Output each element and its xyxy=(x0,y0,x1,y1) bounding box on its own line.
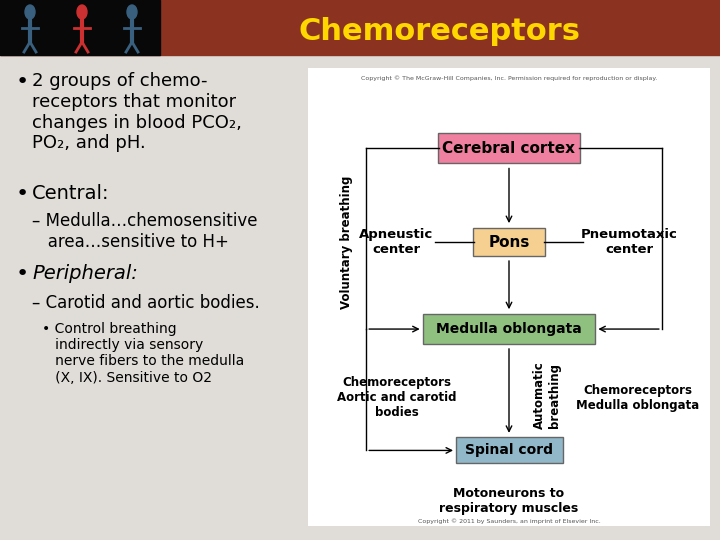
FancyBboxPatch shape xyxy=(438,133,580,163)
Text: Medulla oblongata: Medulla oblongata xyxy=(436,322,582,336)
Text: Copyright © 2011 by Saunders, an imprint of Elsevier Inc.: Copyright © 2011 by Saunders, an imprint… xyxy=(418,518,600,524)
Ellipse shape xyxy=(127,5,137,19)
Text: – Carotid and aortic bodies.: – Carotid and aortic bodies. xyxy=(32,294,260,312)
Text: Central:: Central: xyxy=(32,184,109,203)
Text: Copyright © The McGraw-Hill Companies, Inc. Permission required for reproduction: Copyright © The McGraw-Hill Companies, I… xyxy=(361,75,657,81)
Text: Chemoreceptors
Medulla oblongata: Chemoreceptors Medulla oblongata xyxy=(576,384,699,412)
Text: Peripheral:: Peripheral: xyxy=(32,264,138,283)
Bar xyxy=(0,0,720,55)
Text: Spinal cord: Spinal cord xyxy=(465,443,553,457)
Bar xyxy=(308,68,710,526)
Text: •: • xyxy=(16,72,30,92)
Text: Pons: Pons xyxy=(488,234,530,249)
Text: 2 groups of chemo-
receptors that monitor
changes in blood PCO₂,
PO₂, and pH.: 2 groups of chemo- receptors that monito… xyxy=(32,72,242,152)
Text: Chemoreceptors: Chemoreceptors xyxy=(299,17,581,46)
Text: Voluntary breathing: Voluntary breathing xyxy=(340,176,353,309)
Text: Apneustic
center: Apneustic center xyxy=(359,228,433,256)
Ellipse shape xyxy=(77,5,87,19)
Text: Pneumotaxic
center: Pneumotaxic center xyxy=(581,228,678,256)
Text: • Control breathing
   indirectly via sensory
   nerve fibers to the medulla
   : • Control breathing indirectly via senso… xyxy=(42,322,244,384)
Text: Automatic
breathing: Automatic breathing xyxy=(534,362,561,429)
FancyBboxPatch shape xyxy=(456,437,562,463)
FancyBboxPatch shape xyxy=(473,228,545,256)
Text: •: • xyxy=(16,184,30,204)
Text: Chemoreceptors
Aortic and carotid
bodies: Chemoreceptors Aortic and carotid bodies xyxy=(337,376,456,419)
Bar xyxy=(0,0,160,55)
Text: – Medulla…chemosensitive
   area…sensitive to H+: – Medulla…chemosensitive area…sensitive … xyxy=(32,212,258,251)
Text: Cerebral cortex: Cerebral cortex xyxy=(443,140,575,156)
Ellipse shape xyxy=(25,5,35,19)
Bar xyxy=(0,55,720,540)
FancyBboxPatch shape xyxy=(423,314,595,344)
Text: •: • xyxy=(16,264,30,284)
Text: Motoneurons to
respiratory muscles: Motoneurons to respiratory muscles xyxy=(439,487,579,515)
